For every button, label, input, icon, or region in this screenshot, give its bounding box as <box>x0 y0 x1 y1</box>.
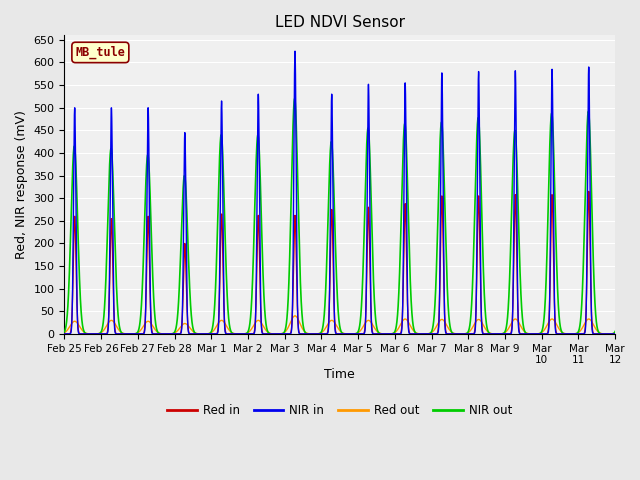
Legend: Red in, NIR in, Red out, NIR out: Red in, NIR in, Red out, NIR out <box>163 399 517 422</box>
Title: LED NDVI Sensor: LED NDVI Sensor <box>275 15 404 30</box>
X-axis label: Time: Time <box>324 368 355 381</box>
Text: MB_tule: MB_tule <box>76 46 125 59</box>
Y-axis label: Red, NIR response (mV): Red, NIR response (mV) <box>15 110 28 259</box>
